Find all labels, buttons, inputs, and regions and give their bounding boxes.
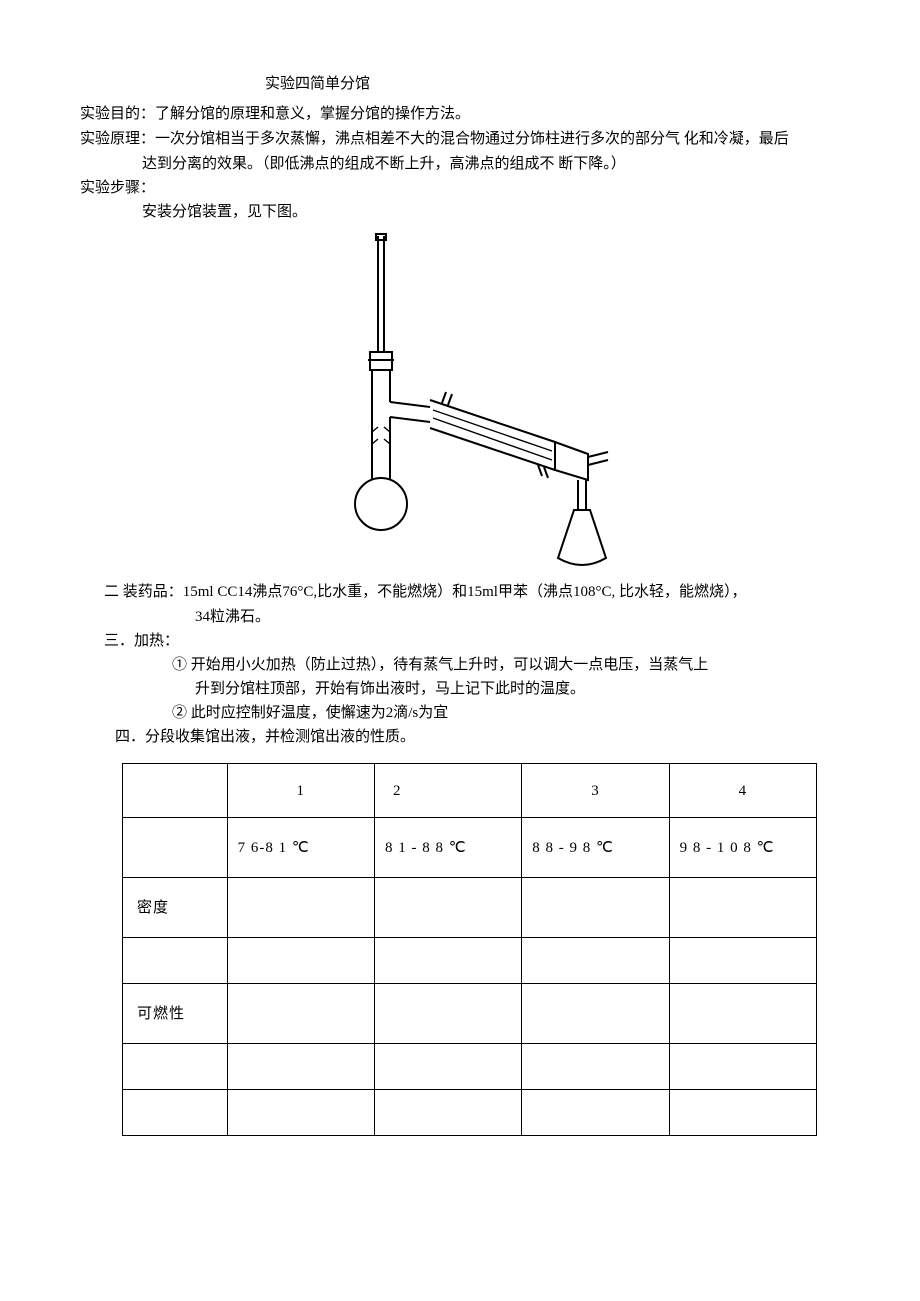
steps-label: 实验步骤： [80,176,840,200]
step2-line2: 34粒沸石。 [80,605,840,629]
table-blank-row-3 [123,1090,817,1136]
step1-text: 安装分馆装置，见下图。 [80,200,840,224]
temp-cell-4: 9 8 - 1 0 8 ℃ [669,818,816,878]
step3-item2: ② 此时应控制好温度，使懈速为2滴/s为宜 [80,701,840,725]
blank1-cell-1 [227,938,374,984]
hdr-cell-3: 3 [522,764,669,818]
temp-cell-3: 8 8 - 9 8 ℃ [522,818,669,878]
principle-line2: 达到分离的效果。（即低沸点的组成不断上升，高沸点的组成不 断下降。） [80,152,840,176]
table-flammable-row: 可燃性 [123,984,817,1044]
results-table: 1 2 3 4 7 6-8 1 ℃ 8 1 - 8 8 ℃ 8 8 - 9 8 … [122,763,817,1136]
step3-item1b: 升到分馆柱顶部，开始有饰出液时，马上记下此时的温度。 [80,677,840,701]
step2-prefix: 二 装药品： [104,580,183,604]
step2-text1: 15ml CC14沸点76°C,比水重，不能燃烧）和15ml甲苯（沸点108°C… [183,580,840,604]
density-cell-4 [669,878,816,938]
table-blank-row-1 [123,938,817,984]
temp-cell-2: 8 1 - 8 8 ℃ [374,818,521,878]
blank2-cell-0 [123,1044,228,1090]
blank2-cell-2 [374,1044,521,1090]
density-cell-2 [374,878,521,938]
blank2-cell-3 [522,1044,669,1090]
purpose-label: 实验目的： [80,102,155,126]
principle-text1: 一次分馆相当于多次蒸懈，沸点相差不大的混合物通过分饰柱进行多次的部分气 化和冷凝… [155,127,840,151]
blank2-cell-4 [669,1044,816,1090]
flammable-cell-4 [669,984,816,1044]
flammable-cell-3 [522,984,669,1044]
hdr-cell-4: 4 [669,764,816,818]
blank3-cell-4 [669,1090,816,1136]
distillation-apparatus-diagram [330,232,660,572]
temp-cell-1: 7 6-8 1 ℃ [227,818,374,878]
blank2-cell-1 [227,1044,374,1090]
blank1-cell-4 [669,938,816,984]
table-header-row: 1 2 3 4 [123,764,817,818]
blank1-cell-2 [374,938,521,984]
blank3-cell-2 [374,1090,521,1136]
blank3-cell-0 [123,1090,228,1136]
flammable-label-cell: 可燃性 [123,984,228,1044]
step3-item1a: ① 开始用小火加热（防止过热），待有蒸气上升时，可以调大一点电压，当蒸气上 [80,653,840,677]
blank3-cell-3 [522,1090,669,1136]
flammable-cell-1 [227,984,374,1044]
table-blank-row-2 [123,1044,817,1090]
hdr-cell-1: 1 [227,764,374,818]
density-cell-3 [522,878,669,938]
purpose-text: 了解分馆的原理和意义，掌握分馆的操作方法。 [155,102,840,126]
table-temp-row: 7 6-8 1 ℃ 8 1 - 8 8 ℃ 8 8 - 9 8 ℃ 9 8 - … [123,818,817,878]
flammable-cell-2 [374,984,521,1044]
doc-title: 实验四简单分馆 [80,72,840,96]
blank3-cell-1 [227,1090,374,1136]
step3-prefix: 三．加热： [80,629,840,653]
step2-line1: 二 装药品： 15ml CC14沸点76°C,比水重，不能燃烧）和15ml甲苯（… [80,580,840,604]
purpose-line: 实验目的： 了解分馆的原理和意义，掌握分馆的操作方法。 [80,102,840,126]
step4-text: 四．分段收集馆出液，并检测馆出液的性质。 [80,725,840,749]
hdr-cell-2: 2 [374,764,521,818]
density-label-cell: 密度 [123,878,228,938]
principle-line1: 实验原理： 一次分馆相当于多次蒸懈，沸点相差不大的混合物通过分饰柱进行多次的部分… [80,127,840,151]
principle-label: 实验原理： [80,127,155,151]
hdr-cell-0 [123,764,228,818]
table-density-row: 密度 [123,878,817,938]
temp-cell-0 [123,818,228,878]
blank1-cell-3 [522,938,669,984]
blank1-cell-0 [123,938,228,984]
density-cell-1 [227,878,374,938]
